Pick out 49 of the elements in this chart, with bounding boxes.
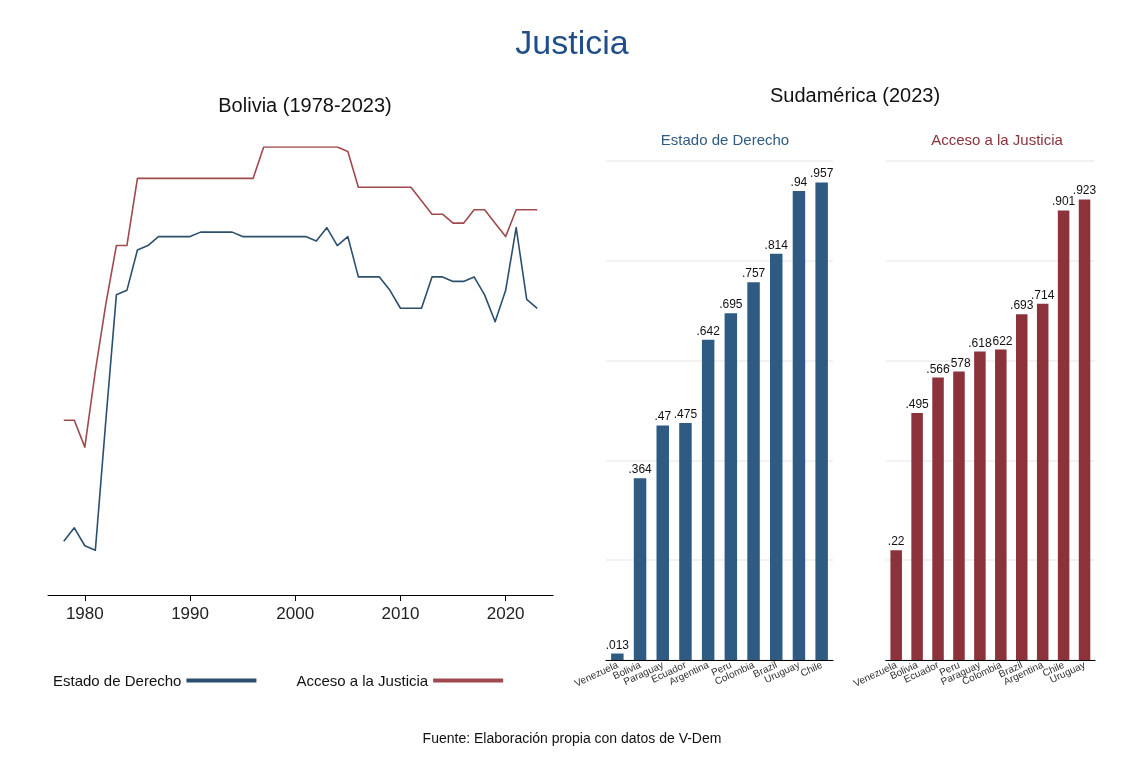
data-label: .47: [654, 409, 672, 424]
bar: [1036, 303, 1049, 660]
bar: [995, 349, 1007, 660]
x-tick-label: Chile: [798, 658, 825, 679]
bar: [1057, 210, 1070, 660]
bar: [1078, 199, 1091, 660]
bar: [932, 377, 944, 660]
bar: [911, 413, 923, 660]
data-label: .693: [1010, 298, 1034, 313]
data-label: .364: [628, 462, 653, 477]
data-label: .566: [926, 361, 951, 376]
bar: [1015, 314, 1028, 660]
data-label: .642: [696, 323, 721, 338]
bar: [611, 653, 624, 660]
bar: [724, 313, 738, 660]
data-label: .94: [790, 174, 808, 189]
data-label: .495: [905, 396, 930, 411]
bar: [701, 339, 715, 660]
data-label: .013: [605, 637, 630, 652]
bar: [890, 550, 902, 660]
x-tick-label: 1990: [171, 604, 209, 623]
data-label: .475: [673, 406, 698, 421]
bar: [953, 371, 965, 660]
bar: [679, 422, 692, 660]
chart-title: Justicia: [515, 23, 629, 61]
data-label: .957: [809, 166, 834, 181]
data-label: .618: [968, 335, 992, 350]
x-tick-label: 2000: [276, 604, 315, 623]
chart-subtitle: Bolivia (1978-2023): [218, 94, 392, 116]
chart-title: Sudamérica (2023): [769, 84, 941, 106]
legend-label: Acceso a la Justicia: [296, 672, 429, 689]
bar: [815, 182, 828, 660]
chart-subtitle: Estado de Derecho: [660, 131, 790, 148]
data-label: .22: [887, 534, 905, 549]
bar: [792, 190, 806, 660]
legend-label: Estado de Derecho: [52, 672, 182, 689]
bar: [656, 425, 669, 660]
x-tick-label: 1980: [65, 604, 104, 623]
x-tick-label: 2010: [381, 604, 420, 623]
bar: [747, 282, 760, 660]
bar: [770, 253, 783, 660]
chart-subtitle: Acceso a la Justicia: [931, 131, 1064, 148]
data-label: .757: [741, 266, 766, 281]
data-label: .695: [719, 297, 743, 312]
x-tick-label: 2020: [486, 604, 525, 623]
bar: [633, 478, 647, 660]
source-note: Fuente: Elaboración propia con datos de V-Dem: [422, 730, 722, 746]
data-label: .814: [764, 237, 789, 252]
bar: [974, 351, 986, 660]
